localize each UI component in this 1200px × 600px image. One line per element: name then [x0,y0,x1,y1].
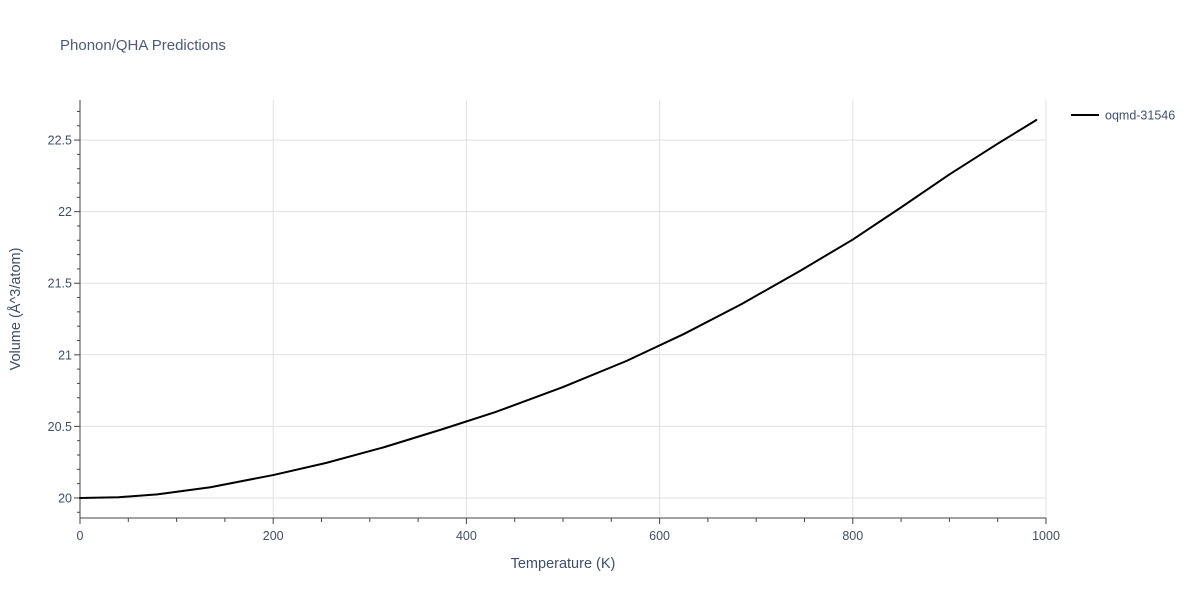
data-point [624,360,627,363]
data-point [383,446,386,448]
data-point [562,386,564,388]
x-axis-title: Temperature (K) [511,556,616,572]
y-axis-title: Volume (Å^3/atom) [7,248,24,371]
y-tick-labels: 20 20.5 21 21.5 22 22.5 [48,134,72,506]
chart-title: Phonon/QHA Predictions [60,37,226,54]
y-tick-label: 21.5 [48,277,72,291]
data-point [272,474,275,476]
data-point [79,497,81,499]
axes [74,100,1047,524]
legend-label: oqmd-31546 [1105,109,1175,123]
data-point [325,462,328,464]
y-tick-label: 22.5 [48,134,72,148]
y-tick-label: 21 [58,348,72,362]
data-point [798,270,801,272]
x-tick-labels: 0 200 400 600 800 1000 [77,529,1060,543]
data-point [1035,119,1038,121]
data-point [441,428,444,431]
data-point [852,238,854,241]
data-point [900,206,902,209]
data-point [740,303,743,305]
data-point [494,411,497,413]
data-point [948,173,951,176]
legend[interactable]: oqmd-31546 [1071,109,1175,123]
data-point [209,486,212,489]
x-tick-label: 0 [77,529,84,543]
x-tick-label: 1000 [1032,529,1060,543]
grid [80,100,1047,518]
x-tick-label: 800 [842,529,863,543]
series-layer [79,119,1038,499]
data-point [996,142,999,145]
y-tick-label: 20.5 [48,420,72,434]
y-tick-label: 22 [58,205,72,219]
x-tick-label: 600 [649,529,670,543]
y-tick-label: 20 [58,491,72,505]
x-tick-label: 200 [263,529,284,543]
data-point [682,333,685,335]
x-tick-label: 400 [456,529,477,543]
data-point [156,493,159,496]
data-point [117,496,120,499]
series-line-0 [79,119,1038,499]
